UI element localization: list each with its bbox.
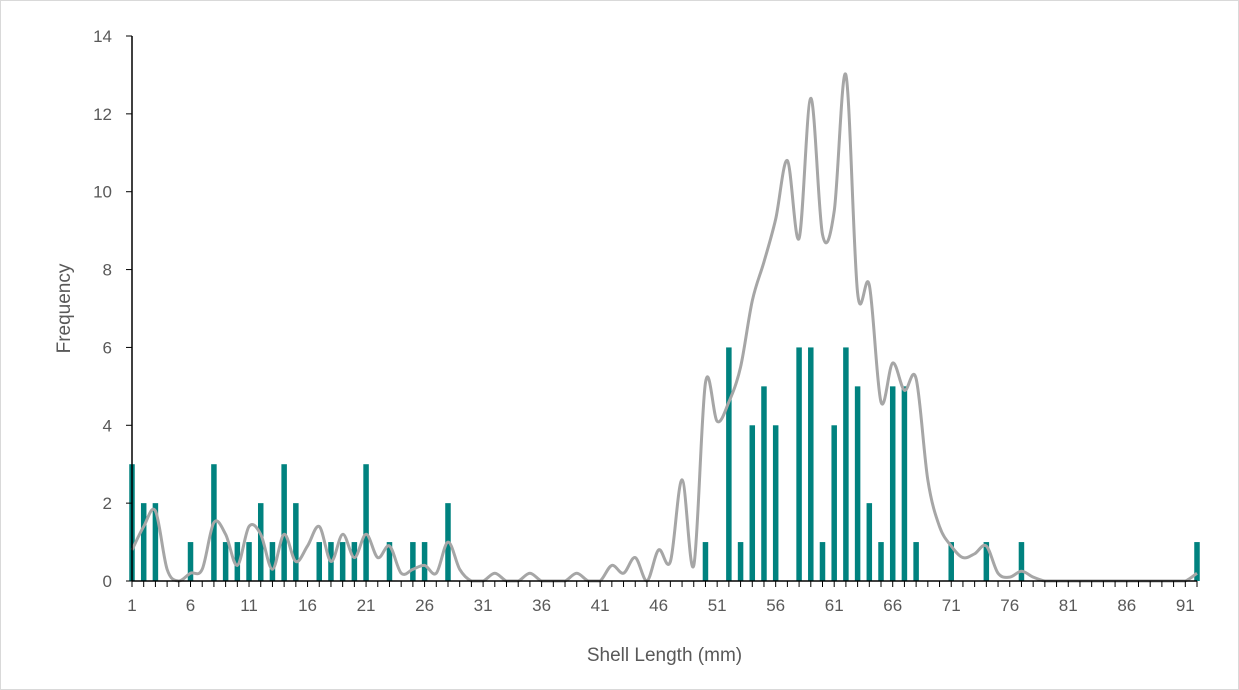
y-tick-label: 12: [93, 105, 112, 124]
bar-74: [983, 542, 990, 581]
bar-23: [386, 542, 393, 581]
x-axis-title: Shell Length (mm): [587, 645, 742, 666]
x-tick-label: 36: [532, 596, 551, 615]
y-tick-label: 0: [103, 572, 112, 591]
bar-66: [889, 386, 896, 581]
y-tick-label: 14: [93, 27, 112, 46]
bar-61: [831, 425, 837, 581]
bar-19: [339, 542, 346, 581]
y-ticks: [126, 35, 132, 582]
bar-12: [257, 503, 264, 581]
x-tick-label: 51: [708, 596, 727, 615]
x-tick-label: 1: [127, 596, 136, 615]
bar-17: [316, 542, 323, 581]
x-tick-label: 46: [649, 596, 668, 615]
x-ticks: [131, 581, 1198, 587]
x-tick-label: 61: [825, 596, 844, 615]
bar-21: [363, 464, 369, 581]
bar-14: [281, 464, 287, 581]
bar-54: [749, 425, 756, 581]
y-tick-label: 10: [93, 183, 112, 202]
bar-59: [808, 347, 814, 581]
x-tick-label: 91: [1176, 596, 1195, 615]
bar-62: [843, 347, 849, 581]
y-tick-label: 4: [103, 416, 112, 435]
bar-6: [187, 542, 194, 581]
bar-15: [293, 503, 299, 581]
bar-77: [1018, 542, 1025, 581]
bar-64: [866, 503, 873, 581]
bar-63: [854, 386, 861, 581]
bar-10: [234, 542, 241, 581]
bar-3: [152, 503, 159, 581]
bar-2: [140, 503, 147, 581]
bar-9: [222, 542, 229, 581]
x-tick-label: 11: [240, 596, 258, 615]
bar-52: [726, 347, 732, 581]
x-tick-label: 41: [591, 596, 610, 615]
x-tick-label: 26: [415, 596, 434, 615]
bar-92: [1194, 542, 1200, 581]
bar-55: [761, 386, 767, 581]
y-tick-label: 6: [103, 338, 112, 357]
bar-68: [913, 542, 919, 581]
x-tick-label: 66: [883, 596, 902, 615]
x-tick-label: 86: [1117, 596, 1136, 615]
x-tick-label: 21: [357, 596, 376, 615]
y-tick-label: 8: [103, 261, 112, 280]
bar-56: [772, 425, 779, 581]
bar-20: [351, 542, 358, 581]
x-tick-label: 31: [474, 596, 493, 615]
bar-65: [878, 542, 884, 581]
bar-25: [410, 542, 416, 581]
bar-13: [269, 542, 276, 581]
axes: [126, 35, 1198, 587]
x-tick-label: 56: [766, 596, 785, 615]
bar-26: [421, 542, 428, 581]
y-tick-labels: 0 2 4 6 8 10 12 14: [93, 27, 112, 591]
bar-71: [948, 542, 954, 581]
x-tick-label: 81: [1059, 596, 1078, 615]
bar-series: [129, 347, 1200, 581]
bar-53: [737, 542, 744, 581]
bar-60: [819, 542, 826, 581]
x-tick-label: 76: [1000, 596, 1019, 615]
bar-58: [796, 347, 802, 581]
bar-67: [901, 386, 908, 581]
y-tick-label: 2: [103, 494, 112, 513]
y-axis-title: Frequency: [54, 263, 75, 353]
x-tick-label: 71: [942, 596, 961, 615]
bar-50: [702, 542, 709, 581]
frequency-curve: [130, 72, 1198, 583]
bar-11: [246, 542, 252, 581]
x-tick-label: 16: [298, 596, 317, 615]
x-tick-label: 6: [186, 596, 195, 615]
x-tick-labels: 1 6 11 16 21 26 31 36 41 46 51 56 61 66 71 76 81 86 91: [127, 596, 1194, 615]
